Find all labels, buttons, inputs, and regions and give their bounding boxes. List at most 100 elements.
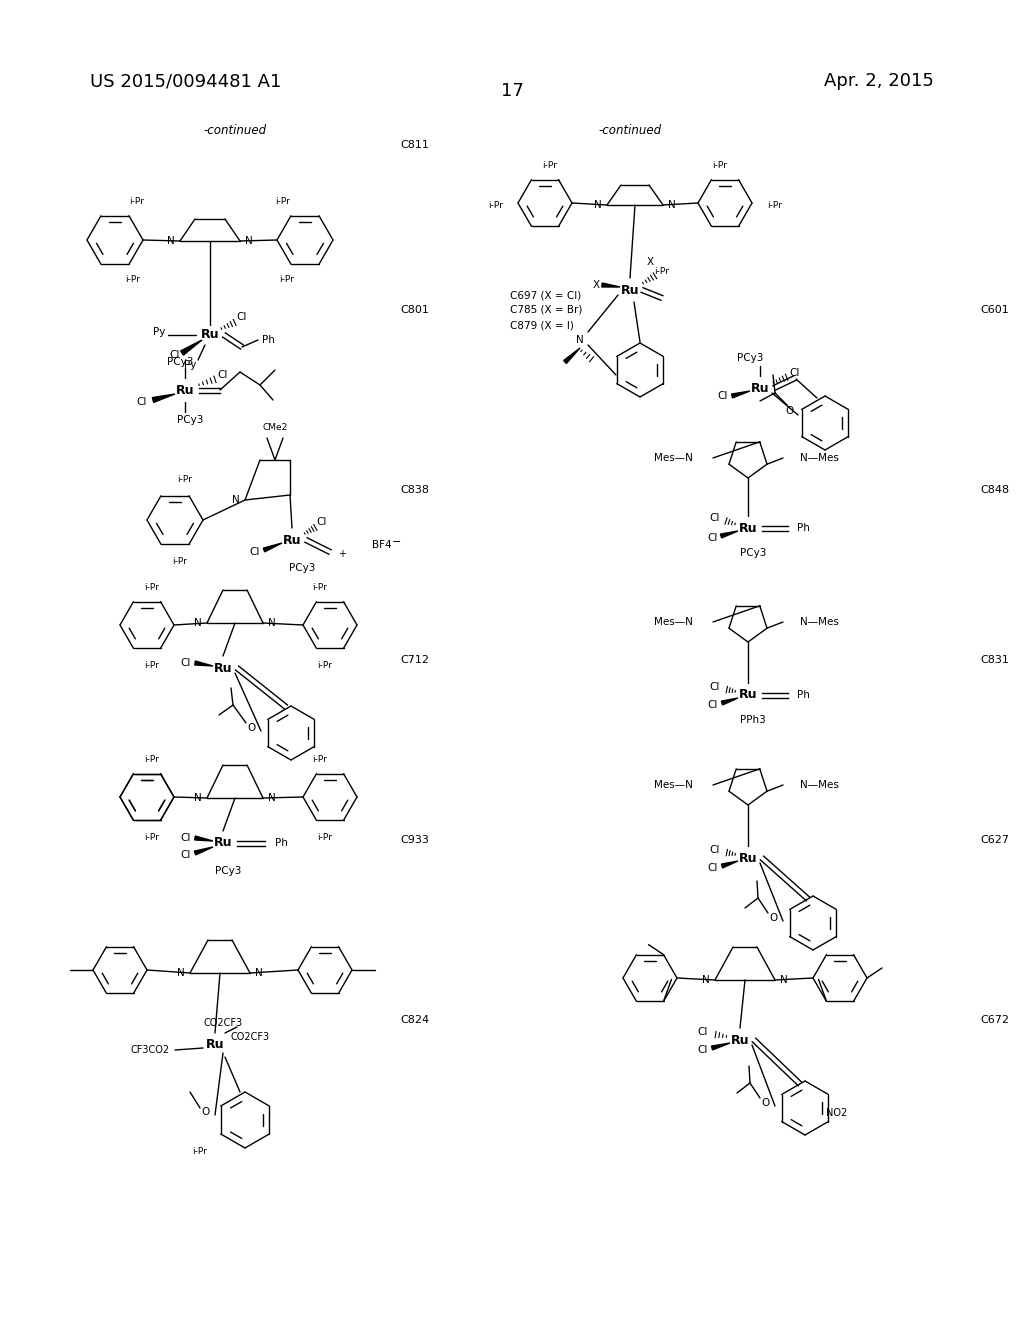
Text: 17: 17 (501, 82, 523, 100)
Text: Ru: Ru (201, 329, 219, 342)
Text: O: O (247, 723, 255, 733)
Text: N: N (780, 975, 787, 985)
Text: Cl: Cl (708, 533, 718, 543)
Text: i-Pr: i-Pr (280, 276, 295, 285)
Text: Cl: Cl (718, 391, 728, 401)
Text: −: − (392, 537, 401, 546)
Text: CO2CF3: CO2CF3 (204, 1018, 243, 1028)
Text: CMe2: CMe2 (262, 424, 288, 433)
Text: i-Pr: i-Pr (312, 755, 328, 763)
Text: N: N (268, 793, 275, 803)
Text: Ph: Ph (261, 335, 274, 345)
Text: Cl: Cl (180, 657, 191, 668)
Text: N: N (167, 236, 175, 246)
Polygon shape (712, 1043, 730, 1049)
Text: Cl: Cl (316, 517, 328, 527)
Text: C811: C811 (400, 140, 429, 150)
Text: C697 (X = Cl): C697 (X = Cl) (510, 290, 582, 300)
Text: Ru: Ru (731, 1034, 750, 1047)
Polygon shape (721, 861, 738, 869)
Text: C879 (X = I): C879 (X = I) (510, 319, 573, 330)
Polygon shape (263, 543, 282, 552)
Text: N: N (195, 618, 202, 628)
Text: i-Pr: i-Pr (144, 755, 160, 763)
Text: i-Pr: i-Pr (317, 660, 333, 669)
Text: O: O (761, 1098, 769, 1107)
Text: C712: C712 (400, 655, 429, 665)
Text: i-Pr: i-Pr (654, 268, 670, 276)
Text: i-Pr: i-Pr (713, 161, 727, 169)
Text: PCy3: PCy3 (737, 352, 763, 363)
Text: C627: C627 (980, 836, 1009, 845)
Text: Cl: Cl (170, 350, 180, 360)
Text: Cl: Cl (250, 546, 260, 557)
Text: i-Pr: i-Pr (177, 475, 193, 484)
Text: Ph: Ph (797, 690, 809, 700)
Text: PCy3: PCy3 (289, 564, 315, 573)
Text: i-Pr: i-Pr (317, 833, 333, 842)
Text: PCy3: PCy3 (215, 866, 242, 876)
Text: N: N (577, 335, 584, 345)
Text: Ru: Ru (206, 1039, 224, 1052)
Text: Cl: Cl (180, 833, 191, 843)
Text: N—Mes: N—Mes (800, 616, 839, 627)
Text: X: X (646, 257, 653, 267)
Text: C601: C601 (980, 305, 1009, 315)
Text: Cl: Cl (790, 368, 800, 378)
Text: i-Pr: i-Pr (144, 833, 160, 842)
Text: N: N (702, 975, 710, 985)
Text: Ru: Ru (214, 661, 232, 675)
Text: Ru: Ru (751, 381, 769, 395)
Text: i-Pr: i-Pr (275, 198, 291, 206)
Text: N: N (232, 495, 240, 506)
Text: Cl: Cl (710, 845, 720, 855)
Polygon shape (602, 282, 620, 286)
Text: -continued: -continued (598, 124, 662, 136)
Text: CF3CO2: CF3CO2 (131, 1045, 170, 1055)
Text: N: N (594, 201, 602, 210)
Text: i-Pr: i-Pr (144, 660, 160, 669)
Text: Ru: Ru (176, 384, 195, 396)
Polygon shape (195, 661, 213, 667)
Polygon shape (195, 836, 213, 841)
Text: Cl: Cl (710, 513, 720, 523)
Text: CO2CF3: CO2CF3 (230, 1032, 269, 1041)
Text: N: N (245, 236, 253, 246)
Text: i-Pr: i-Pr (767, 202, 782, 210)
Text: Cl: Cl (708, 863, 718, 873)
Polygon shape (180, 341, 202, 355)
Text: Mes—N: Mes—N (654, 616, 693, 627)
Text: PCy3: PCy3 (177, 414, 203, 425)
Text: C672: C672 (980, 1015, 1009, 1026)
Text: N: N (255, 968, 263, 978)
Text: Cl: Cl (697, 1045, 708, 1055)
Text: i-Pr: i-Pr (130, 198, 144, 206)
Text: C933: C933 (400, 836, 429, 845)
Text: N: N (177, 968, 185, 978)
Text: -continued: -continued (204, 124, 266, 136)
Text: Ph: Ph (797, 523, 809, 533)
Text: US 2015/0094481 A1: US 2015/0094481 A1 (90, 73, 282, 90)
Text: X: X (593, 280, 600, 290)
Text: i-Pr: i-Pr (144, 582, 160, 591)
Text: i-Pr: i-Pr (173, 557, 187, 566)
Text: Ru: Ru (283, 533, 301, 546)
Text: PCy3: PCy3 (739, 548, 766, 558)
Text: Ru: Ru (214, 837, 232, 850)
Text: N—Mes: N—Mes (800, 453, 839, 463)
Polygon shape (195, 847, 213, 855)
Text: Py: Py (153, 327, 165, 337)
Text: C848: C848 (980, 484, 1009, 495)
Polygon shape (563, 348, 580, 363)
Polygon shape (721, 698, 738, 705)
Polygon shape (721, 531, 738, 539)
Text: Ru: Ru (738, 851, 758, 865)
Text: C824: C824 (400, 1015, 429, 1026)
Text: Cl: Cl (710, 682, 720, 692)
Text: PCy3: PCy3 (167, 356, 194, 367)
Text: O: O (769, 913, 777, 923)
Text: Apr. 2, 2015: Apr. 2, 2015 (824, 73, 934, 90)
Text: N: N (268, 618, 275, 628)
Text: i-Pr: i-Pr (193, 1147, 208, 1156)
Text: Py: Py (184, 360, 197, 370)
